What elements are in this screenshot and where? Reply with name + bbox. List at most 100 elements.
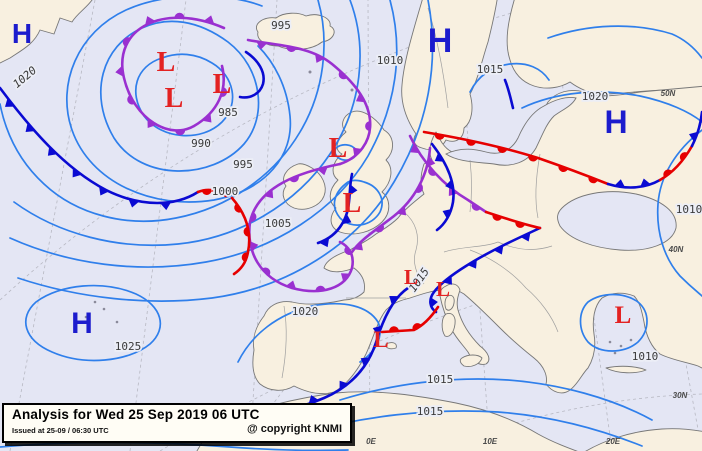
warm-front-line [658, 144, 694, 182]
occluded-front-symbol [145, 16, 156, 26]
cold-front-symbol [467, 259, 477, 269]
cold-front-symbol [342, 214, 352, 225]
graticule-coordinate-label: 0E [366, 437, 376, 446]
cold-front-symbol [99, 186, 109, 196]
warm-front-symbol [663, 169, 673, 178]
cold-front-line [0, 86, 200, 205]
isobar-value-label: 1025 [115, 340, 142, 353]
warm-front-symbol [434, 133, 445, 140]
low-pressure-label: L [404, 265, 418, 289]
warm-front-line [230, 196, 251, 276]
graticule-coordinate-label: 10E [483, 437, 498, 446]
warm-front-symbol [515, 221, 526, 228]
isobar-line [521, 91, 702, 123]
warm-front-symbol [558, 165, 569, 172]
sea-baltic [445, 97, 577, 166]
cold-front-symbol [319, 237, 330, 248]
isobar-line [13, 0, 361, 247]
issued-timestamp: Issued at 25-09 / 06:30 UTC [12, 426, 109, 435]
occluded-front-symbol [174, 12, 185, 18]
occluded-front-symbol [344, 245, 353, 255]
cold-front-symbol [430, 296, 438, 308]
cold-front-symbol [389, 296, 399, 305]
occluded-front-symbol [410, 143, 420, 154]
isobar-value-label: 1000 [212, 185, 239, 198]
isobar-line [100, 20, 260, 172]
occluded-front-symbol [289, 175, 299, 183]
occluded-front-symbol [203, 15, 215, 25]
high-pressure-label: H [71, 307, 93, 340]
land-corsica [444, 294, 455, 311]
occluded-front-symbol [471, 202, 481, 211]
isobar-line [65, 0, 292, 203]
cold-front-symbol [160, 202, 172, 211]
cold-front-symbol [72, 168, 82, 178]
isobar-value-label: 985 [218, 106, 238, 119]
warm-front-line [196, 188, 228, 198]
isobar-line [339, 378, 653, 421]
warm-front-symbol [412, 323, 422, 331]
land-scandinavia [401, 0, 498, 151]
cold-front-line [238, 50, 265, 99]
cold-front-symbol [520, 232, 531, 242]
cold-front-symbol [349, 184, 358, 196]
cold-front-line [606, 178, 662, 189]
isobar-line [0, 441, 349, 451]
cold-front-symbol [25, 122, 35, 132]
cold-front-symbol [339, 380, 349, 391]
isobar-line [135, 53, 234, 137]
cold-front-symbol [442, 275, 452, 285]
graticule-coordinate-label: 30N [673, 391, 688, 400]
isobar-line [469, 62, 550, 93]
cold-front-symbol [434, 152, 445, 162]
isobar-value-label: 1015 [427, 373, 454, 386]
isobar-line [9, 0, 398, 268]
warm-front-line [484, 210, 542, 230]
occluded-front-symbol [428, 167, 437, 176]
cold-front-symbol [689, 131, 698, 142]
isobar-value-label: 1010 [676, 203, 702, 216]
isobar-value-label: 1015 [417, 405, 444, 418]
warm-front-symbol [679, 152, 688, 162]
cold-front-symbol [128, 198, 140, 208]
low-pressure-label: L [329, 133, 348, 164]
isobar-value-label: 995 [233, 158, 253, 171]
cold-front-symbol [360, 357, 370, 367]
isobar-line [299, 410, 643, 447]
occluded-front-symbol [115, 65, 124, 77]
isobar-value-label: 1020 [292, 305, 319, 318]
cold-front-symbol [442, 209, 452, 220]
occluded-front-symbol [315, 53, 325, 63]
sea-black-sea [557, 191, 677, 251]
occluded-front-symbol [374, 224, 384, 233]
isobar-line [0, 0, 325, 223]
warm-front-symbol [234, 203, 242, 213]
graticule-coordinate-label: 20E [605, 437, 621, 446]
cold-front-symbol [614, 179, 626, 188]
isobar-line [656, 129, 702, 297]
occluded-front-line [121, 16, 226, 132]
occluded-front-symbol [249, 212, 257, 222]
cold-front-symbol [308, 395, 319, 405]
occluded-front-symbol [175, 129, 186, 136]
occluded-front-symbol [147, 118, 157, 128]
cold-front-symbol [445, 179, 454, 191]
warm-front-symbol [528, 155, 538, 162]
low-pressure-label: L [213, 69, 232, 100]
occluded-front-line [350, 146, 432, 254]
occluded-front-symbol [264, 188, 274, 199]
analysis-title: Analysis for Wed 25 Sep 2019 06 UTC [12, 407, 260, 422]
land-great-britain [329, 110, 393, 235]
occluded-front-symbol [127, 95, 135, 105]
high-pressure-label: H [428, 22, 453, 60]
warm-front-symbol [497, 146, 508, 153]
occluded-front-symbol [315, 285, 326, 292]
occluded-front-symbol [286, 46, 297, 53]
occluded-front-symbol [340, 273, 351, 283]
land-sicily [459, 354, 483, 367]
cold-front-symbol [372, 325, 382, 336]
land-greenland [0, 0, 93, 64]
